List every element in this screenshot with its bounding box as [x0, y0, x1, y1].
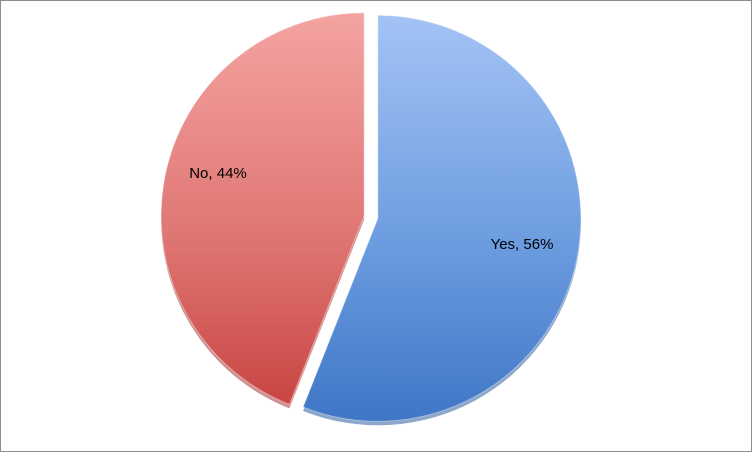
pie-slice-no: [160, 12, 365, 406]
data-label-no: No, 44%: [189, 165, 247, 182]
pie-data-labels: Yes, 56% No, 44%: [189, 165, 553, 253]
data-label-yes: Yes, 56%: [491, 236, 554, 253]
pie-slices: [160, 12, 582, 426]
pie-slice-yes: [302, 14, 582, 422]
